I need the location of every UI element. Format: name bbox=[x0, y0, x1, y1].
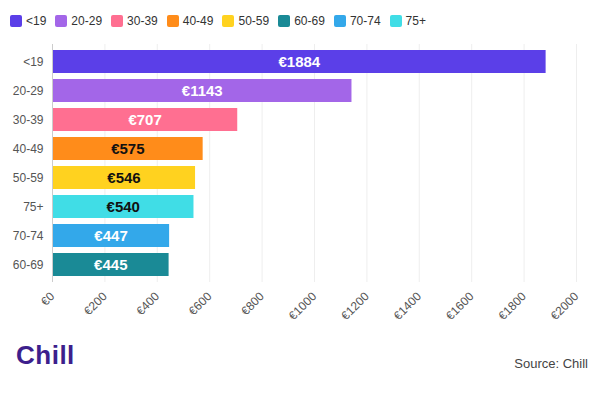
svg-text:€447: €447 bbox=[94, 227, 127, 244]
svg-text:€445: €445 bbox=[94, 256, 127, 273]
svg-text:30-39: 30-39 bbox=[13, 113, 44, 127]
svg-text:€546: €546 bbox=[107, 169, 140, 186]
html-text:40-49: 40-49 bbox=[182, 14, 214, 28]
svg-text:€200: €200 bbox=[81, 289, 110, 318]
svg-text:€1200: €1200 bbox=[338, 289, 372, 323]
svg-text:40-49: 40-49 bbox=[13, 142, 44, 156]
svg-text:€707: €707 bbox=[128, 111, 161, 128]
svg-text:€540: €540 bbox=[107, 198, 140, 215]
svg-text:€0: €0 bbox=[38, 289, 58, 309]
html-text:Source: Chill: Source: Chill bbox=[514, 356, 588, 371]
html-text:70-74: 70-74 bbox=[349, 14, 381, 28]
svg-text:€800: €800 bbox=[238, 289, 267, 318]
svg-text:<19: <19 bbox=[23, 55, 44, 69]
svg-text:€1600: €1600 bbox=[443, 289, 477, 323]
svg-text:20-29: 20-29 bbox=[13, 84, 44, 98]
svg-text:€575: €575 bbox=[111, 140, 144, 157]
svg-text:50-59: 50-59 bbox=[13, 171, 44, 185]
html-text:Chill: Chill bbox=[16, 340, 75, 370]
html-text:50-59: 50-59 bbox=[238, 14, 270, 28]
svg-text:70-74: 70-74 bbox=[13, 229, 44, 243]
html-text:30-39: 30-39 bbox=[127, 14, 158, 28]
svg-text:75+: 75+ bbox=[23, 200, 43, 214]
svg-text:€1400: €1400 bbox=[391, 289, 425, 323]
svg-text:€1884: €1884 bbox=[278, 53, 320, 70]
svg-text:€1000: €1000 bbox=[286, 289, 320, 323]
html-text:75+: 75+ bbox=[405, 14, 426, 28]
svg-text:€2000: €2000 bbox=[548, 289, 582, 323]
html-text:<19: <19 bbox=[26, 14, 47, 28]
html-text:60-69: 60-69 bbox=[294, 14, 325, 28]
svg-text:60-69: 60-69 bbox=[13, 258, 44, 272]
html-text:20-29: 20-29 bbox=[71, 14, 103, 28]
svg-text:€1143: €1143 bbox=[182, 82, 223, 99]
svg-text:€1800: €1800 bbox=[495, 289, 529, 323]
svg-text:€400: €400 bbox=[133, 289, 162, 318]
svg-text:€600: €600 bbox=[186, 289, 215, 318]
